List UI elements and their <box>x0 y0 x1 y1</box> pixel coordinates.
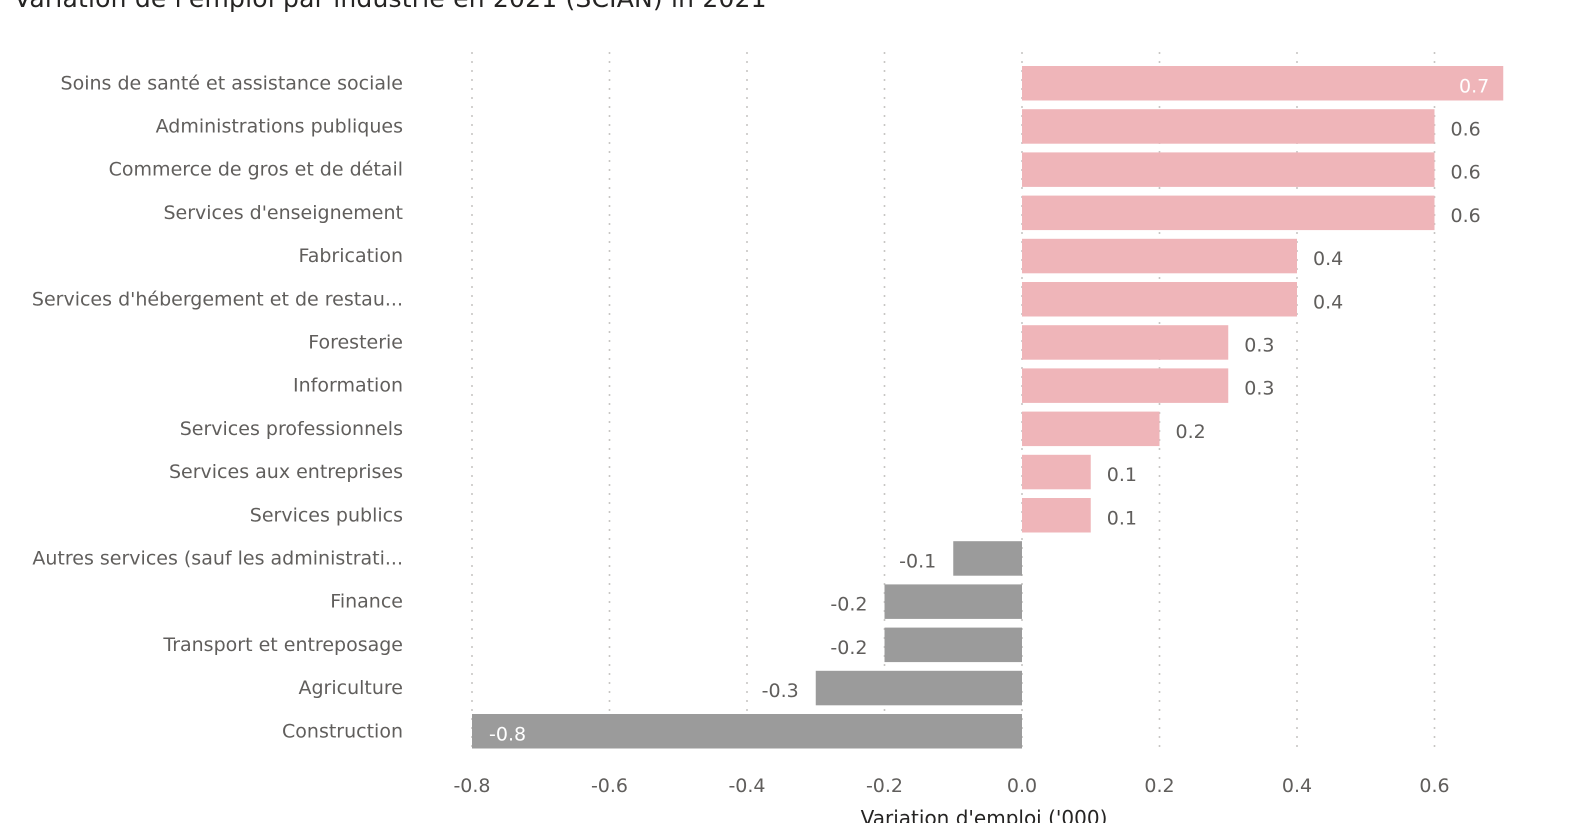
data-label: 0.4 <box>1313 248 1343 270</box>
bar <box>1022 498 1091 533</box>
bar <box>815 670 1022 706</box>
bar <box>1022 282 1297 317</box>
category-label: Soins de santé et assistance sociale <box>61 72 403 94</box>
bar <box>472 714 1022 749</box>
x-tick-label: 0.4 <box>1282 775 1312 797</box>
category-label: Services publics <box>250 504 403 526</box>
x-tick-label: 0.0 <box>1007 775 1037 797</box>
data-label: 0.2 <box>1176 421 1206 443</box>
category-label: Services professionnels <box>180 418 403 440</box>
chart-title: Variation de l'emploi par industrie en 2… <box>14 0 767 13</box>
data-label: 0.3 <box>1244 334 1274 356</box>
bar <box>1022 66 1504 101</box>
bar <box>1022 152 1435 187</box>
category-label: Services d'enseignement <box>163 202 403 224</box>
data-label: 0.3 <box>1244 378 1274 400</box>
category-label: Construction <box>282 720 403 742</box>
data-label: -0.2 <box>830 637 867 659</box>
x-tick-label: -0.6 <box>591 775 628 797</box>
category-labels: Soins de santé et assistance sociale Admi… <box>32 72 403 742</box>
category-label: Services aux entreprises <box>169 461 403 483</box>
bar <box>1022 109 1435 144</box>
category-label: Autres services (sauf les administrati..… <box>32 547 403 569</box>
bar <box>1022 325 1229 360</box>
data-label: 0.7 <box>1459 75 1489 97</box>
bar <box>1022 195 1435 231</box>
category-label: Services d'hébergement et de restau... <box>32 288 403 310</box>
x-tick-label: 0.6 <box>1419 775 1449 797</box>
data-label: 0.6 <box>1451 118 1481 140</box>
category-label: Agriculture <box>299 677 404 699</box>
bar <box>884 627 1022 663</box>
x-tick-label: -0.8 <box>453 775 490 797</box>
data-label: -0.8 <box>489 723 526 745</box>
data-label: -0.2 <box>830 594 867 616</box>
data-label: 0.1 <box>1107 464 1137 486</box>
category-label: Administrations publiques <box>156 115 403 137</box>
category-label: Foresterie <box>308 331 403 353</box>
bar <box>1022 411 1160 447</box>
bar <box>953 541 1022 576</box>
data-label: 0.4 <box>1313 291 1343 313</box>
data-label: 0.6 <box>1451 205 1481 227</box>
category-label: Transport et entreposage <box>162 634 403 656</box>
x-tick-label: 0.2 <box>1144 775 1174 797</box>
category-label: Commerce de gros et de détail <box>109 159 403 181</box>
x-axis-ticks: -0.8 -0.6 -0.4 -0.2 0.0 0.2 0.4 0.6 <box>453 775 1449 797</box>
data-label: -0.3 <box>762 680 799 702</box>
x-tick-label: -0.2 <box>866 775 903 797</box>
data-label: 0.1 <box>1107 507 1137 529</box>
bar <box>884 584 1022 619</box>
bar <box>1022 238 1297 274</box>
bar <box>1022 368 1229 403</box>
data-labels: 0.7 0.6 0.6 0.6 0.4 0.4 0.3 0.3 0.2 0.1 0.1 -0.1 -0.… <box>489 75 1489 745</box>
x-tick-label: -0.4 <box>728 775 765 797</box>
bars <box>472 66 1504 749</box>
bar <box>1022 454 1091 490</box>
data-label: -0.1 <box>899 550 936 572</box>
category-label: Finance <box>330 591 403 613</box>
category-label: Information <box>293 375 403 397</box>
category-label: Fabrication <box>299 245 403 267</box>
x-axis-title: Variation d'emploi ('000) <box>861 806 1108 823</box>
data-label: 0.6 <box>1451 162 1481 184</box>
